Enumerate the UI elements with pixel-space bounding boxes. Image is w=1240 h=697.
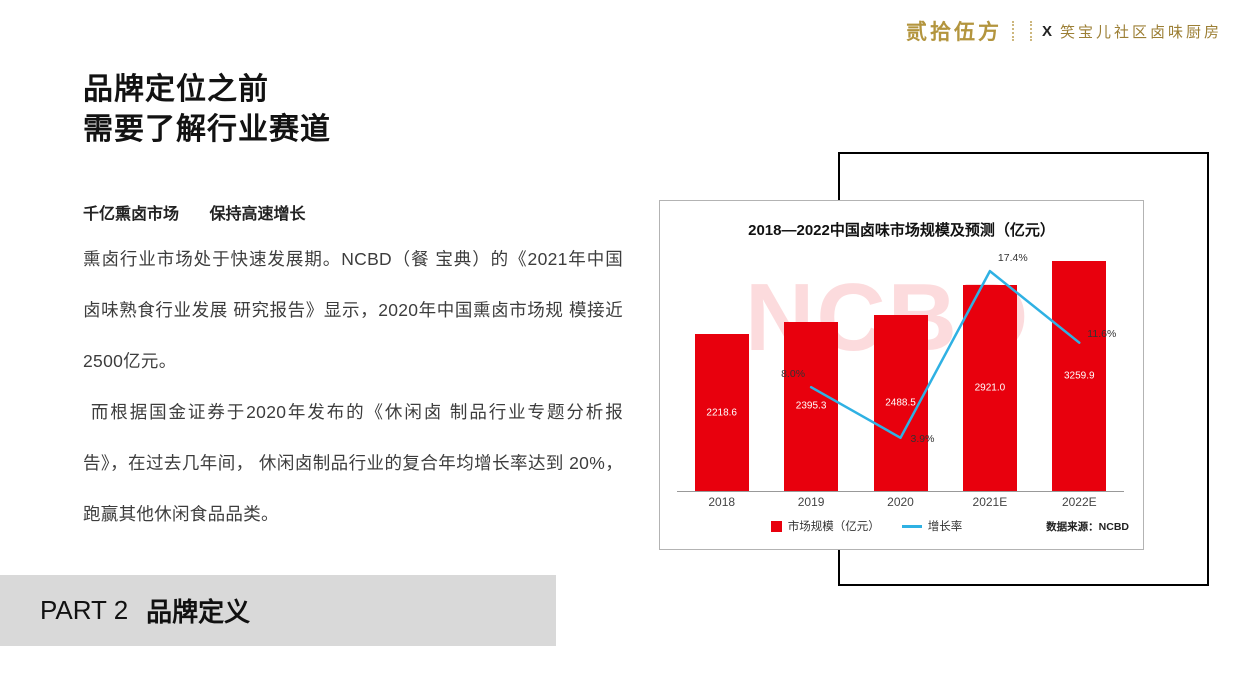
logo-separator: X — [1041, 22, 1052, 40]
growth-line-svg — [809, 269, 1081, 440]
chart-title: 2018—2022中国卤味市场规模及预测（亿元） — [748, 222, 1055, 239]
subtitle-right: 保持高速增长 — [209, 206, 306, 223]
part-label: PART 2 — [40, 595, 129, 625]
x-axis: 2018 2019 2020 2021E 2022E — [677, 495, 1124, 511]
body-paragraph-1: 熏卤行业市场处于快速发展期。NCBD（餐 宝典）的《2021年中国卤味熟食行业发… — [83, 249, 623, 371]
x-axis-label-2021E: 2021E — [972, 495, 1008, 509]
chart-plot: 2218.6 2395.3 2488.5 2921.0 3259.9 8.0% 3.9% 17… — [677, 251, 1124, 492]
subtitle-left: 千亿熏卤市场 — [83, 206, 180, 223]
x-axis-label-2020: 2020 — [887, 495, 914, 509]
page-title-line2: 需要了解行业赛道 — [83, 113, 331, 146]
brand-logo: 贰拾伍方 — [905, 20, 1002, 44]
growth-rate-label: 11.6% — [1087, 327, 1117, 340]
chart-source: 数据来源：NCBD — [1046, 521, 1129, 533]
logo-seal-decoration — [1011, 21, 1032, 41]
growth-rate-label: 3.9% — [910, 432, 935, 445]
page-title: 品牌定位之前 需要了解行业赛道 — [83, 70, 331, 150]
chart-panel: NCBD 2018—2022中国卤味市场规模及预测（亿元） 2218.62395… — [659, 200, 1144, 550]
x-axis-label-2022E: 2022E — [1061, 495, 1097, 509]
partner-logo: 笑宝儿社区卤味厨房 — [1059, 24, 1222, 41]
page-title-line1: 品牌定位之前 — [83, 73, 269, 106]
part-banner: PART 2 品牌定义 — [0, 575, 556, 646]
body-paragraph-2: 而根据国金证券于2020年发布的《休闲卤 制品行业专题分析报告》，在过去几年间，… — [83, 402, 623, 524]
chart-legend: 市场规模（亿元） 增长率 — [660, 518, 1073, 534]
legend-bar-label: 市场规模（亿元） — [787, 521, 880, 533]
x-axis-label-2019: 2019 — [797, 495, 825, 509]
bar-value-label: 2488.5 — [885, 397, 916, 409]
legend-item-growth-rate: 增长率 — [901, 518, 963, 534]
legend-item-market-size: 市场规模（亿元） — [770, 518, 880, 534]
x-axis-label-2018: 2018 — [708, 495, 736, 509]
bar-2018: 2218.6 — [694, 334, 749, 491]
bar-2021E: 2921.0 — [962, 284, 1017, 491]
legend-line-label: 增长率 — [927, 521, 963, 533]
legend-bar-swatch-icon — [770, 520, 782, 532]
logo-lockup: 贰拾伍方 X 笑宝儿社区卤味厨房 — [906, 16, 1222, 46]
part-title: 品牌定义 — [146, 598, 251, 627]
body-text: 熏卤行业市场处于快速发展期。NCBD（餐 宝典）的《2021年中国卤味熟食行业发… — [83, 234, 623, 540]
bar-value-label: 2218.6 — [706, 407, 737, 419]
bar-value-label: 2395.3 — [795, 400, 827, 412]
legend-line-swatch-icon — [901, 524, 922, 528]
section-subtitle: 千亿熏卤市场 保持高速增长 — [83, 200, 305, 224]
growth-line — [809, 269, 1081, 440]
growth-rate-label: 17.4% — [997, 252, 1028, 265]
bar-2022E: 3259.9 — [1052, 260, 1107, 491]
growth-rate-label: 8.0% — [781, 368, 806, 381]
bar-value-label: 2921.0 — [974, 382, 1006, 394]
bar-2019: 2395.3 — [784, 321, 839, 491]
bar-value-label: 3259.9 — [1064, 370, 1095, 382]
